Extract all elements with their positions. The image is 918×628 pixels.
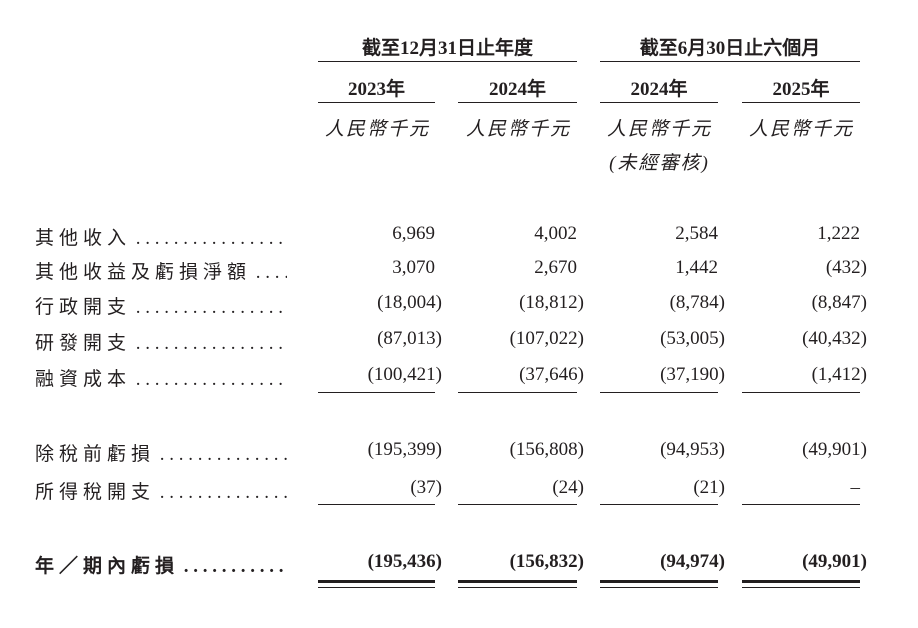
value-cell: 3,070 [392, 257, 435, 278]
year-header: 2024年 [488, 79, 546, 100]
value-cell: (37,190) [660, 364, 725, 385]
year-header: 2024年 [630, 79, 688, 100]
value-cell: – [850, 477, 861, 498]
group-header-year-ended: 截至12月31日止年度 [361, 38, 533, 59]
group-header-six-months: 截至6月30日止六個月 [639, 38, 821, 59]
total-double-rule [458, 587, 577, 588]
row-label: 其他收益及虧損淨額 [35, 257, 287, 284]
subtotal-rule [600, 392, 718, 393]
row-label: 行政開支 [35, 292, 287, 319]
year-header: 2025年 [772, 79, 830, 100]
value-cell: (24) [552, 477, 584, 498]
row-label: 研發開支 [35, 328, 287, 355]
total-double-rule [318, 580, 435, 583]
subtotal-rule [742, 504, 860, 505]
unit-label: 人民幣千元 [324, 119, 430, 140]
value-cell: (40,432) [802, 328, 867, 349]
table-row-rd-expenses: 研發開支 (87,013) (107,022) (53,005) (40,432) [0, 328, 918, 358]
row-label: 年／期內虧損 [35, 551, 287, 578]
value-cell: (94,974) [660, 551, 725, 572]
value-cell: (94,953) [660, 439, 725, 460]
table-row-other-income: 其他收入 6,969 4,002 2,584 1,222 [0, 223, 918, 253]
value-cell: (18,812) [519, 292, 584, 313]
value-cell: (8,847) [811, 292, 867, 313]
value-cell: (21) [693, 477, 725, 498]
value-cell: (195,399) [367, 439, 442, 460]
value-cell: (195,436) [367, 551, 442, 572]
total-double-rule [742, 580, 860, 583]
subtotal-rule [458, 504, 577, 505]
table-row-income-tax: 所得稅開支 (37) (24) (21) – [0, 477, 918, 507]
year-rule [318, 102, 435, 103]
value-cell: (37) [410, 477, 442, 498]
value-cell: 6,969 [392, 223, 435, 244]
subtotal-rule [600, 504, 718, 505]
value-cell: 1,222 [817, 223, 860, 244]
row-label: 融資成本 [35, 364, 287, 391]
row-label: 所得稅開支 [35, 477, 287, 504]
subtotal-rule [318, 504, 435, 505]
value-cell: (107,022) [509, 328, 584, 349]
total-double-rule [600, 580, 718, 583]
group-rule [600, 61, 860, 62]
table-row-admin-expenses: 行政開支 (18,004) (18,812) (8,784) (8,847) [0, 292, 918, 322]
value-cell: (100,421) [367, 364, 442, 385]
total-double-rule [600, 587, 718, 588]
value-cell: 2,670 [534, 257, 577, 278]
subtotal-rule [458, 392, 577, 393]
value-cell: (156,808) [509, 439, 584, 460]
unit-label: 人民幣千元 [606, 119, 712, 140]
group-rule [318, 61, 577, 62]
value-cell: (49,901) [802, 551, 867, 572]
table-row-finance-costs: 融資成本 (100,421) (37,646) (37,190) (1,412) [0, 364, 918, 394]
table-row-loss-for-period: 年／期內虧損 (195,436) (156,832) (94,974) (49,901) [0, 551, 918, 581]
value-cell: (432) [825, 257, 867, 278]
year-header: 2023年 [347, 79, 405, 100]
value-cell: 1,442 [675, 257, 718, 278]
table-row-other-gains-losses: 其他收益及虧損淨額 3,070 2,670 1,442 (432) [0, 257, 918, 287]
year-rule [600, 102, 718, 103]
value-cell: (18,004) [377, 292, 442, 313]
row-label: 除稅前虧損 [35, 439, 287, 466]
value-cell: 4,002 [534, 223, 577, 244]
total-double-rule [458, 580, 577, 583]
unit-label: 人民幣千元 [748, 119, 854, 140]
row-label: 其他收入 [35, 223, 287, 250]
subtotal-rule [742, 392, 860, 393]
value-cell: 2,584 [675, 223, 718, 244]
total-double-rule [742, 587, 860, 588]
value-cell: (1,412) [811, 364, 867, 385]
year-rule [742, 102, 860, 103]
total-double-rule [318, 587, 435, 588]
value-cell: (37,646) [519, 364, 584, 385]
value-cell: (53,005) [660, 328, 725, 349]
unaudited-note: (未經審核) [609, 153, 710, 174]
table-row-loss-before-tax: 除稅前虧損 (195,399) (156,808) (94,953) (49,901) [0, 439, 918, 469]
value-cell: (49,901) [802, 439, 867, 460]
year-rule [458, 102, 577, 103]
value-cell: (8,784) [669, 292, 725, 313]
value-cell: (156,832) [509, 551, 584, 572]
value-cell: (87,013) [377, 328, 442, 349]
unit-label: 人民幣千元 [465, 119, 571, 140]
subtotal-rule [318, 392, 435, 393]
